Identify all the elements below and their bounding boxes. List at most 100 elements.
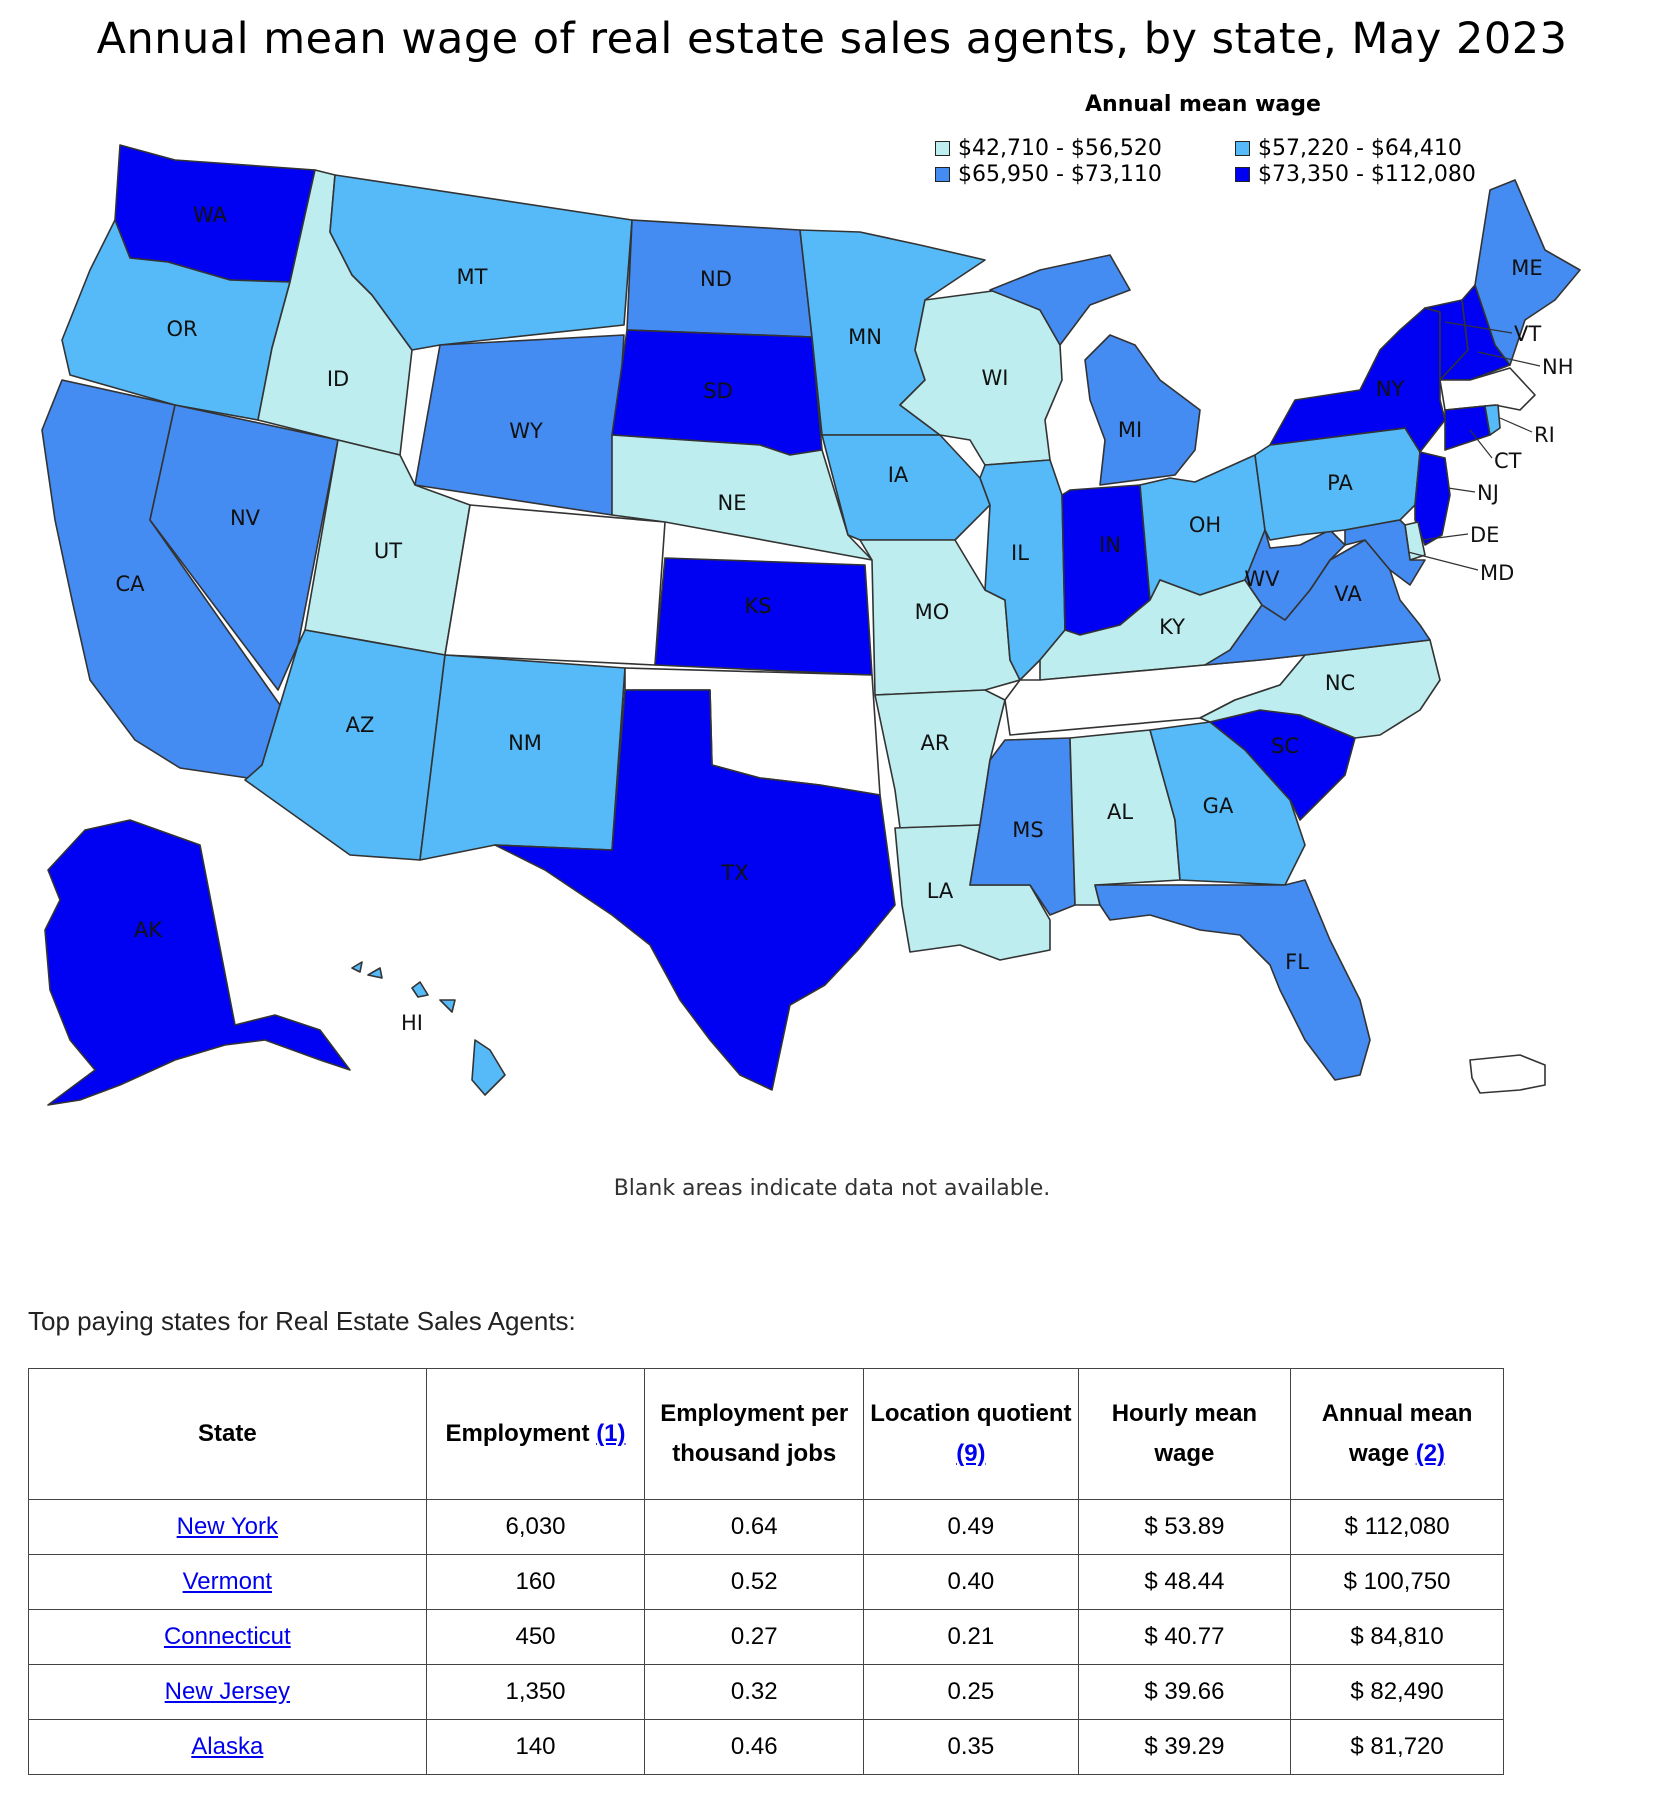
header-hourly-mean-wage: Hourly mean wage [1077,1368,1292,1500]
state-MD[interactable] [1344,519,1426,586]
header-annual-mean-wage: Annual mean wage (2) [1290,1368,1504,1500]
legend-label-3: $65,950 - $73,110 [958,162,1162,187]
state-label-AK: AK [134,918,163,942]
state-label-AL: AL [1107,800,1133,824]
state-NC[interactable] [1199,639,1441,739]
footnote-link-9[interactable]: (9) [956,1440,986,1467]
state-label-OR: OR [166,317,197,341]
state-link[interactable]: Alaska [191,1733,264,1760]
legend-item-1: $42,710 - $56,520 [935,136,1162,161]
cell-hourly-mean-wage: $ 53.89 [1077,1499,1292,1555]
state-HI[interactable] [351,961,506,1096]
cell-employment: 140 [425,1719,646,1775]
footnote-link-1[interactable]: (1) [596,1420,626,1447]
state-label-MN: MN [848,325,882,349]
state-IL[interactable] [979,459,1066,681]
state-label-WY: WY [509,419,543,443]
state-label-ME: ME [1511,256,1542,280]
state-label-NY: NY [1376,377,1405,401]
legend-item-2: $57,220 - $64,410 [1235,136,1462,161]
state-CT[interactable] [1444,405,1491,451]
state-label-TX: TX [720,861,748,885]
state-ME[interactable] [1474,179,1581,366]
state-NV[interactable] [149,404,339,691]
state-PR[interactable] [1469,1054,1546,1094]
leader-VT [1444,321,1513,334]
state-label-KY: KY [1159,615,1185,639]
state-FL[interactable] [1094,879,1371,1081]
map-title: Annual mean wage of real estate sales ag… [96,14,1568,64]
state-label-IA: IA [888,463,909,487]
table-row: New Jersey 1,350 0.32 0.25 $ 39.66 $ 82,… [28,1664,1504,1720]
map-note: Blank areas indicate data not available. [613,1176,1051,1201]
state-label-MD: MD [1480,561,1514,585]
state-IA[interactable] [821,434,991,541]
state-NM[interactable] [419,654,626,861]
cell-state: New York [28,1499,427,1555]
cell-location-quotient: 0.25 [863,1664,1079,1720]
table-header-row: State Employment (1) Employment per thou… [28,1368,1504,1500]
legend-item-3: $65,950 - $73,110 [935,162,1162,187]
cell-state: New Jersey [28,1664,427,1720]
cell-location-quotient: 0.49 [863,1499,1079,1555]
state-label-OH: OH [1189,513,1221,537]
leader-CT [1469,429,1493,459]
cell-hourly-mean-wage: $ 48.44 [1077,1554,1292,1610]
state-MI[interactable] [989,254,1201,486]
cell-state: Connecticut [28,1609,427,1665]
footnote-link-2[interactable]: (2) [1415,1440,1446,1467]
state-label-NV: NV [230,506,261,530]
leader-DE [1421,533,1469,541]
cell-location-quotient: 0.40 [863,1554,1079,1610]
state-TX[interactable] [494,689,896,1091]
state-label-CA: CA [115,572,145,596]
cell-employment: 6,030 [425,1499,646,1555]
state-NY[interactable] [1269,307,1446,453]
state-label-MT: MT [457,265,488,289]
state-label-MI: MI [1118,418,1142,442]
cell-location-quotient: 0.35 [863,1719,1079,1775]
state-label-NH: NH [1542,355,1574,379]
cell-annual-mean-wage: $ 100,750 [1290,1554,1504,1610]
cell-employment-per-thousand: 0.27 [644,1609,865,1665]
state-link[interactable]: New York [176,1513,279,1540]
leader-NH [1477,351,1541,367]
state-AK[interactable] [44,819,351,1106]
us-choropleth-map: WA OR CA NV ID MT WY UT AZ NM ND SD NE K… [41,144,1581,1106]
state-label-NC: NC [1325,671,1355,695]
state-link[interactable]: Connecticut [163,1623,291,1650]
cell-annual-mean-wage: $ 81,720 [1290,1719,1504,1775]
state-NJ[interactable] [1414,451,1451,546]
state-label-FL: FL [1285,950,1309,974]
state-label-HI: HI [401,1011,423,1035]
state-label-UT: UT [374,539,402,563]
state-label-VT: VT [1514,322,1541,346]
state-link[interactable]: Vermont [182,1568,273,1595]
header-employment-per-thousand: Employment per thousand jobs [644,1368,865,1500]
header-state: State [28,1368,427,1500]
cell-hourly-mean-wage: $ 40.77 [1077,1609,1292,1665]
cell-employment-per-thousand: 0.46 [644,1719,865,1775]
legend-label-1: $42,710 - $56,520 [958,136,1162,161]
cell-location-quotient: 0.21 [863,1609,1079,1665]
state-label-RI: RI [1534,423,1555,447]
table-row: Alaska 140 0.46 0.35 $ 39.29 $ 81,720 [28,1719,1504,1775]
state-link[interactable]: New Jersey [164,1678,291,1705]
state-MT[interactable] [329,174,633,351]
table-row: Vermont 160 0.52 0.40 $ 48.44 $ 100,750 [28,1554,1504,1610]
state-label-ID: ID [327,367,349,391]
state-label-WA: WA [193,203,228,227]
state-label-SD: SD [703,379,733,403]
state-label-ND: ND [700,267,732,291]
legend-label-2: $57,220 - $64,410 [1258,136,1462,161]
leader-MD [1407,551,1479,571]
legend-title: Annual mean wage [1085,92,1321,117]
state-label-IL: IL [1011,541,1029,565]
cell-annual-mean-wage: $ 82,490 [1290,1664,1504,1720]
state-RI[interactable] [1484,404,1501,436]
state-CO[interactable] [444,504,666,666]
top-paying-states-table: State Employment (1) Employment per thou… [28,1368,1504,1775]
cell-employment: 1,350 [425,1664,646,1720]
legend-label-4: $73,350 - $112,080 [1258,162,1476,187]
state-label-DE: DE [1470,523,1499,547]
